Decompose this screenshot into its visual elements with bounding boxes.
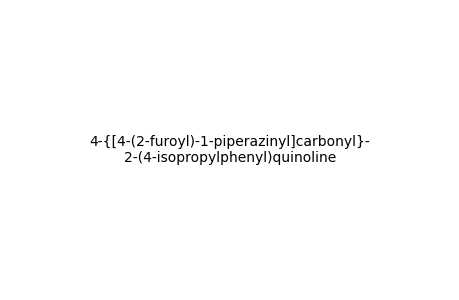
Text: 4-{[4-(2-furoyl)-1-piperazinyl]carbonyl}-
2-(4-isopropylphenyl)quinoline: 4-{[4-(2-furoyl)-1-piperazinyl]carbonyl}… (90, 135, 369, 165)
